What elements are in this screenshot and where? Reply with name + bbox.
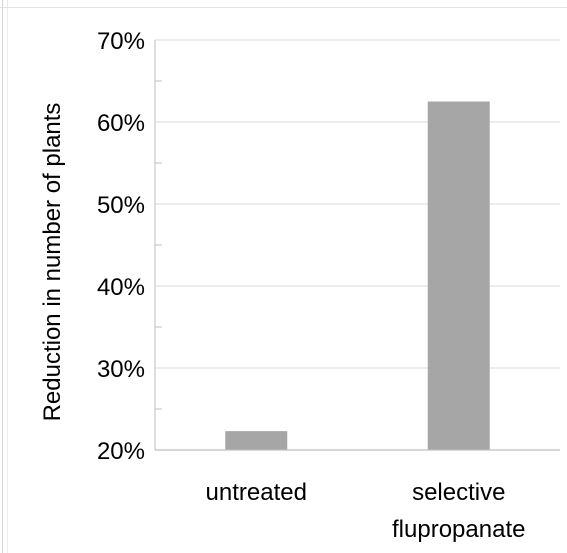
y-tick-label: 70% <box>97 28 145 55</box>
x-category-label: flupropanate <box>392 516 525 543</box>
y-tick-label: 30% <box>97 356 145 383</box>
bar <box>427 101 490 450</box>
x-category-label: selective <box>412 479 505 506</box>
axes <box>154 40 560 451</box>
y-tick-label: 60% <box>97 110 145 137</box>
y-tick-label: 20% <box>97 438 145 465</box>
category-labels: untreated selective flupropanate <box>206 479 526 543</box>
gridlines <box>155 39 560 369</box>
bar <box>225 431 288 450</box>
frame-inner-border <box>7 0 8 553</box>
frame-left-border <box>2 0 3 553</box>
y-tick-label: 50% <box>97 192 145 219</box>
frame-top-border <box>0 7 567 8</box>
y-tick-labels: 20% 30% 40% 50% 60% 70% <box>97 28 145 465</box>
x-category-label: untreated <box>206 479 307 506</box>
y-tick-label: 40% <box>97 274 145 301</box>
y-axis-title: Reduction in number of plants <box>39 103 66 422</box>
minor-ticks <box>155 80 162 410</box>
bars <box>225 101 490 450</box>
